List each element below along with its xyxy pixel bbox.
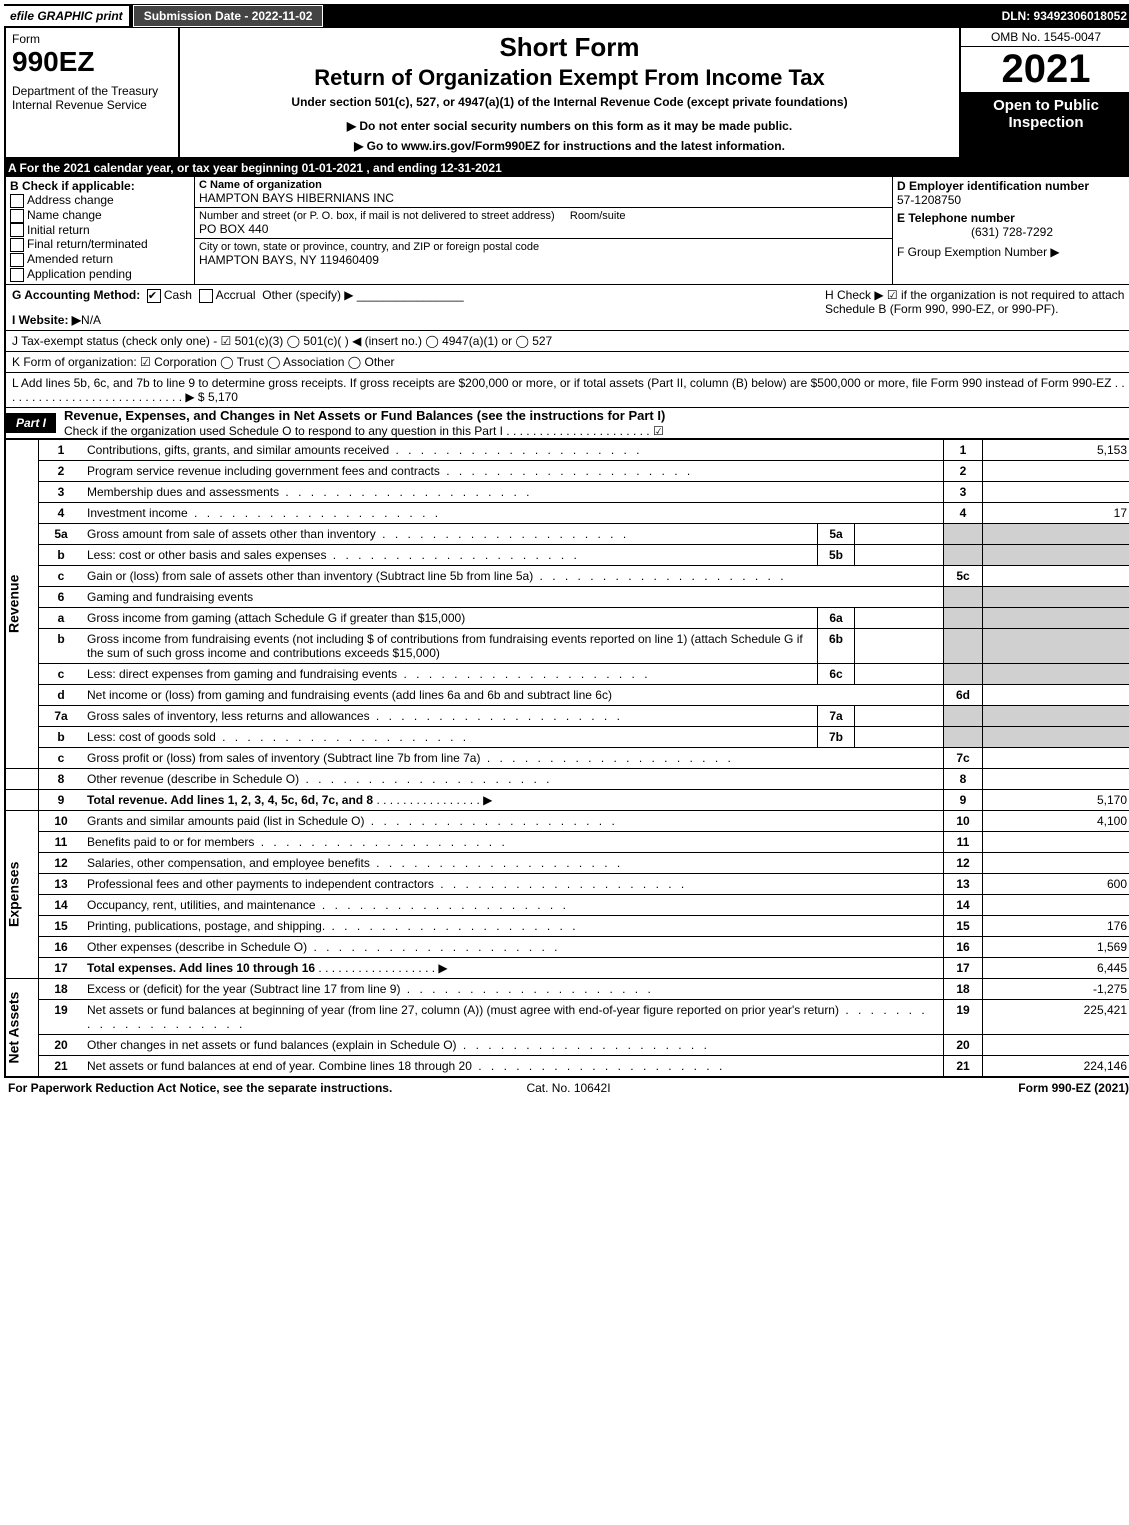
- header-right: OMB No. 1545-0047 2021 Open to Public In…: [959, 28, 1129, 157]
- line-6b: b Gross income from fundraising events (…: [5, 628, 1129, 663]
- dln-label: DLN: 93492306018052: [1002, 9, 1129, 23]
- section-h: H Check ▶ ☑ if the organization is not r…: [819, 288, 1125, 327]
- form-number: 990EZ: [12, 46, 172, 78]
- line-6c: c Less: direct expenses from gaming and …: [5, 663, 1129, 684]
- line-9: 9 Total revenue. Add lines 1, 2, 3, 4, 5…: [5, 789, 1129, 810]
- part1-label: Part I: [6, 413, 56, 433]
- ssn-warning: ▶ Do not enter social security numbers o…: [184, 119, 955, 133]
- section-k: K Form of organization: ☑ Corporation ◯ …: [4, 352, 1129, 373]
- street-value: PO BOX 440: [199, 222, 888, 236]
- line-21: 21 Net assets or fund balances at end of…: [5, 1055, 1129, 1077]
- line-6d: d Net income or (loss) from gaming and f…: [5, 684, 1129, 705]
- goto-link[interactable]: ▶ Go to www.irs.gov/Form990EZ for instru…: [184, 139, 955, 153]
- form-header: Form 990EZ Department of the Treasury In…: [4, 28, 1129, 159]
- tel-value: (631) 728-7292: [897, 225, 1127, 239]
- tel-label: E Telephone number: [897, 211, 1127, 225]
- section-i: I Website: ▶N/A: [12, 313, 819, 327]
- city-value: HAMPTON BAYS, NY 119460409: [199, 253, 888, 267]
- omb-number: OMB No. 1545-0047: [961, 28, 1129, 47]
- footer-mid: Cat. No. 10642I: [526, 1081, 610, 1095]
- line-7a: 7a Gross sales of inventory, less return…: [5, 705, 1129, 726]
- page-footer: For Paperwork Reduction Act Notice, see …: [4, 1078, 1129, 1098]
- line-4: 4 Investment income 4 17: [5, 502, 1129, 523]
- line-1: Revenue 1 Contributions, gifts, grants, …: [5, 439, 1129, 460]
- line-12: 12 Salaries, other compensation, and emp…: [5, 852, 1129, 873]
- line-19: 19 Net assets or fund balances at beginn…: [5, 999, 1129, 1034]
- part1-checknote: Check if the organization used Schedule …: [64, 424, 664, 438]
- open-public: Open to Public Inspection: [961, 93, 1129, 157]
- section-g: G Accounting Method: Cash Accrual Other …: [12, 288, 819, 303]
- top-bar: efile GRAPHIC print Submission Date - 20…: [4, 4, 1129, 28]
- form-label: Form: [12, 32, 40, 46]
- line-5c: c Gain or (loss) from sale of assets oth…: [5, 565, 1129, 586]
- footer-left: For Paperwork Reduction Act Notice, see …: [8, 1081, 526, 1095]
- street-label: Number and street (or P. O. box, if mail…: [199, 210, 888, 222]
- section-g-h: G Accounting Method: Cash Accrual Other …: [4, 285, 1129, 331]
- group-exemption-label: F Group Exemption Number ▶: [897, 245, 1127, 259]
- section-a: A For the 2021 calendar year, or tax yea…: [4, 159, 1129, 177]
- chk-initial-return[interactable]: Initial return: [10, 223, 190, 238]
- chk-amended-return[interactable]: Amended return: [10, 252, 190, 267]
- section-b: B Check if applicable: Address change Na…: [6, 177, 195, 284]
- ein-label: D Employer identification number: [897, 179, 1127, 193]
- line-18: Net Assets 18 Excess or (deficit) for th…: [5, 978, 1129, 999]
- sections-bcdef: B Check if applicable: Address change Na…: [4, 177, 1129, 285]
- part1-table: Revenue 1 Contributions, gifts, grants, …: [4, 439, 1129, 1078]
- header-mid: Short Form Return of Organization Exempt…: [180, 28, 959, 157]
- line-10: Expenses 10 Grants and similar amounts p…: [5, 810, 1129, 831]
- chk-address-change[interactable]: Address change: [10, 193, 190, 208]
- line-3: 3 Membership dues and assessments 3: [5, 481, 1129, 502]
- under-section: Under section 501(c), 527, or 4947(a)(1)…: [184, 95, 955, 109]
- line-20: 20 Other changes in net assets or fund b…: [5, 1034, 1129, 1055]
- line-7b: b Less: cost of goods sold 7b: [5, 726, 1129, 747]
- section-c: C Name of organization HAMPTON BAYS HIBE…: [195, 177, 892, 284]
- line-11: 11 Benefits paid to or for members 11: [5, 831, 1129, 852]
- expenses-label: Expenses: [5, 810, 39, 978]
- line-5a: 5a Gross amount from sale of assets othe…: [5, 523, 1129, 544]
- line-13: 13 Professional fees and other payments …: [5, 873, 1129, 894]
- section-j: J Tax-exempt status (check only one) - ☑…: [4, 331, 1129, 352]
- part1-header: Part I Revenue, Expenses, and Changes in…: [4, 408, 1129, 439]
- org-name-label: C Name of organization: [199, 179, 888, 191]
- netassets-label: Net Assets: [5, 978, 39, 1077]
- ein-value: 57-1208750: [897, 193, 1127, 207]
- line-5b: b Less: cost or other basis and sales ex…: [5, 544, 1129, 565]
- submission-date: Submission Date - 2022-11-02: [133, 5, 324, 27]
- chk-name-change[interactable]: Name change: [10, 208, 190, 223]
- section-def: D Employer identification number 57-1208…: [892, 177, 1129, 284]
- line-6: 6 Gaming and fundraising events: [5, 586, 1129, 607]
- city-label: City or town, state or province, country…: [199, 241, 888, 253]
- chk-final-return[interactable]: Final return/terminated: [10, 237, 190, 252]
- footer-right: Form 990-EZ (2021): [611, 1081, 1129, 1095]
- revenue-label: Revenue: [5, 439, 39, 768]
- line-15: 15 Printing, publications, postage, and …: [5, 915, 1129, 936]
- short-form-title: Short Form: [184, 32, 955, 63]
- line-16: 16 Other expenses (describe in Schedule …: [5, 936, 1129, 957]
- line-7c: c Gross profit or (loss) from sales of i…: [5, 747, 1129, 768]
- chk-accrual[interactable]: [199, 289, 213, 303]
- line-6a: a Gross income from gaming (attach Sched…: [5, 607, 1129, 628]
- chk-cash[interactable]: [147, 289, 161, 303]
- org-name: HAMPTON BAYS HIBERNIANS INC: [199, 191, 888, 205]
- line-8: 8 Other revenue (describe in Schedule O)…: [5, 768, 1129, 789]
- part1-title: Revenue, Expenses, and Changes in Net As…: [56, 408, 665, 438]
- section-l: L Add lines 5b, 6c, and 7b to line 9 to …: [4, 373, 1129, 408]
- department-label: Department of the Treasury Internal Reve…: [12, 84, 172, 112]
- chk-application-pending[interactable]: Application pending: [10, 267, 190, 282]
- section-b-label: B Check if applicable:: [10, 179, 190, 193]
- line-2: 2 Program service revenue including gove…: [5, 460, 1129, 481]
- line-14: 14 Occupancy, rent, utilities, and maint…: [5, 894, 1129, 915]
- line-17: 17 Total expenses. Add lines 10 through …: [5, 957, 1129, 978]
- tax-year: 2021: [961, 47, 1129, 93]
- efile-label[interactable]: efile GRAPHIC print: [4, 6, 129, 26]
- return-title: Return of Organization Exempt From Incom…: [184, 65, 955, 91]
- header-left: Form 990EZ Department of the Treasury In…: [6, 28, 180, 157]
